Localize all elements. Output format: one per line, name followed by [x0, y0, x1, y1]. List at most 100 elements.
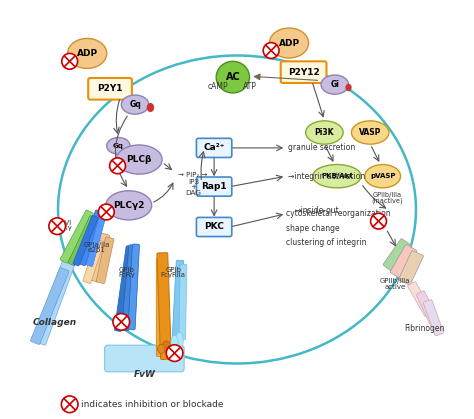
Text: Ca²⁺: Ca²⁺ [203, 143, 225, 153]
FancyBboxPatch shape [86, 212, 106, 266]
FancyBboxPatch shape [408, 282, 433, 316]
Ellipse shape [313, 165, 361, 188]
FancyBboxPatch shape [423, 300, 444, 336]
Text: (inactive): (inactive) [372, 198, 403, 204]
Ellipse shape [162, 341, 171, 351]
Ellipse shape [216, 61, 249, 93]
Text: AC: AC [226, 72, 240, 82]
FancyBboxPatch shape [88, 233, 109, 282]
Text: P2Y12: P2Y12 [288, 67, 319, 77]
Ellipse shape [106, 191, 152, 220]
Text: → PIP₂ →: → PIP₂ → [178, 172, 207, 178]
Ellipse shape [321, 75, 348, 94]
FancyBboxPatch shape [128, 244, 139, 330]
Ellipse shape [365, 165, 401, 188]
Circle shape [166, 345, 183, 362]
Ellipse shape [306, 121, 343, 144]
Text: FcRγ: FcRγ [55, 225, 72, 231]
Text: shape change: shape change [286, 224, 340, 233]
Text: DAG: DAG [186, 190, 202, 196]
Text: GPVI: GPVI [55, 220, 72, 226]
FancyBboxPatch shape [122, 245, 136, 331]
Text: Rap1: Rap1 [201, 182, 227, 191]
Text: cytoskeletal reorganization: cytoskeletal reorganization [286, 209, 391, 218]
FancyBboxPatch shape [196, 217, 232, 237]
Text: →integrin activation: →integrin activation [288, 172, 365, 181]
Ellipse shape [116, 145, 162, 174]
FancyBboxPatch shape [196, 177, 232, 196]
FancyBboxPatch shape [399, 251, 423, 285]
FancyBboxPatch shape [416, 291, 439, 326]
Text: +: + [191, 184, 197, 191]
Text: indicates inhibition or blockade: indicates inhibition or blockade [82, 400, 224, 409]
Text: granule secretion: granule secretion [288, 143, 355, 153]
Text: Gi: Gi [330, 80, 339, 89]
FancyBboxPatch shape [34, 257, 76, 345]
Text: →inside-out: →inside-out [294, 206, 339, 215]
Text: FcγRIIa: FcγRIIa [161, 272, 186, 278]
FancyBboxPatch shape [105, 345, 184, 372]
Circle shape [61, 396, 78, 413]
Circle shape [371, 213, 386, 229]
Ellipse shape [269, 28, 309, 58]
FancyBboxPatch shape [79, 210, 102, 266]
Circle shape [113, 313, 129, 330]
Text: α2β1: α2β1 [87, 247, 105, 253]
Text: PKC: PKC [204, 222, 224, 231]
FancyBboxPatch shape [390, 245, 417, 278]
FancyBboxPatch shape [60, 210, 93, 263]
Circle shape [99, 204, 114, 220]
Text: GPIb: GPIb [118, 267, 134, 273]
FancyBboxPatch shape [157, 253, 172, 360]
Ellipse shape [107, 137, 130, 154]
Text: GPIIb/IIIa: GPIIb/IIIa [373, 192, 402, 198]
FancyBboxPatch shape [383, 239, 411, 272]
Text: pVASP: pVASP [370, 173, 395, 179]
Text: PLCγ2: PLCγ2 [113, 201, 145, 210]
FancyBboxPatch shape [281, 61, 327, 83]
FancyBboxPatch shape [30, 268, 69, 344]
Text: Pi3K: Pi3K [315, 128, 334, 137]
Circle shape [49, 218, 65, 235]
Text: ADP: ADP [77, 49, 98, 58]
Text: ADP: ADP [278, 39, 300, 47]
Text: clustering of integrin: clustering of integrin [286, 238, 366, 247]
Text: Collagen: Collagen [33, 318, 77, 327]
Ellipse shape [121, 95, 149, 114]
FancyBboxPatch shape [73, 215, 98, 266]
Text: Gq: Gq [113, 143, 124, 149]
Text: cAMP: cAMP [208, 82, 228, 91]
Ellipse shape [171, 335, 178, 352]
Ellipse shape [346, 84, 352, 91]
FancyBboxPatch shape [172, 260, 184, 342]
Text: Gq: Gq [129, 100, 141, 109]
Text: GPIb: GPIb [165, 267, 181, 273]
Text: P2Y1: P2Y1 [97, 84, 123, 93]
Text: VASP: VASP [359, 128, 382, 137]
FancyBboxPatch shape [114, 246, 133, 331]
Text: FcRγ: FcRγ [118, 272, 135, 278]
FancyBboxPatch shape [156, 258, 164, 357]
Text: GPIIb/IIIa: GPIIb/IIIa [380, 278, 410, 284]
Text: IP3: IP3 [188, 178, 199, 185]
Text: Fibrinogen: Fibrinogen [404, 323, 445, 333]
Ellipse shape [146, 103, 154, 112]
Text: GPIa/IIa: GPIa/IIa [83, 242, 109, 248]
FancyBboxPatch shape [88, 78, 132, 100]
Text: FvW: FvW [134, 370, 155, 379]
Ellipse shape [68, 39, 107, 68]
FancyBboxPatch shape [68, 216, 96, 266]
Text: ATP: ATP [243, 82, 256, 91]
FancyBboxPatch shape [83, 240, 104, 284]
FancyBboxPatch shape [179, 264, 187, 340]
Text: PLCβ: PLCβ [127, 155, 152, 164]
Circle shape [109, 158, 126, 174]
FancyBboxPatch shape [96, 237, 114, 284]
Ellipse shape [176, 332, 183, 349]
Circle shape [62, 53, 78, 69]
Ellipse shape [157, 344, 165, 354]
Circle shape [263, 43, 279, 58]
Ellipse shape [351, 121, 389, 144]
Text: PKB/Akt: PKB/Akt [321, 173, 353, 179]
FancyBboxPatch shape [196, 138, 232, 158]
